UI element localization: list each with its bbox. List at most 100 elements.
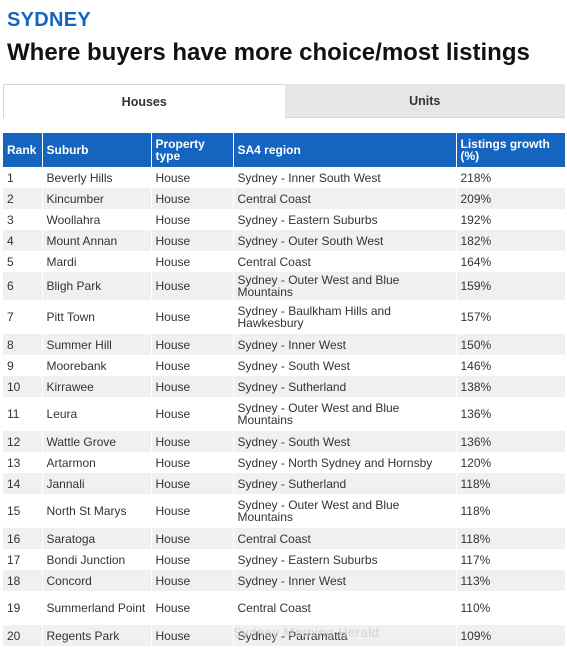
rank-cell: 8 — [3, 334, 42, 355]
sa4-region-cell: Sydney - Parramatta — [232, 625, 456, 646]
tab-units[interactable]: Units — [284, 84, 565, 118]
column-header-sa4-region[interactable]: SA4 region — [232, 133, 456, 167]
property-type-cell: House — [150, 167, 233, 188]
suburb-cell: Bligh Park — [41, 272, 151, 300]
suburb-cell: Mardi — [41, 251, 151, 272]
sa4-region-cell: Central Coast — [232, 528, 456, 549]
sa4-region-cell: Sydney - Outer South West — [232, 230, 456, 251]
property-type-cell: House — [150, 230, 233, 251]
suburb-cell: Artarmon — [41, 452, 151, 473]
rank-cell: 16 — [3, 528, 42, 549]
tab-houses[interactable]: Houses — [3, 84, 285, 118]
listings-growth-cell: 136% — [455, 431, 565, 452]
property-type-cell: House — [150, 209, 233, 230]
sa4-region-cell: Sydney - Baulkham Hills and Hawkesbury — [232, 300, 456, 334]
listings-growth-cell: 157% — [455, 300, 565, 334]
sa4-region-cell: Sydney - South West — [232, 431, 456, 452]
property-type-cell: House — [150, 397, 233, 431]
sa4-region-cell: Central Coast — [232, 188, 456, 209]
sa4-region-cell: Sydney - Eastern Suburbs — [232, 549, 456, 570]
sa4-region-cell: Central Coast — [232, 591, 456, 625]
property-type-cell: House — [150, 272, 233, 300]
sa4-region-cell: Sydney - Sutherland — [232, 376, 456, 397]
suburb-cell: Concord — [41, 570, 151, 591]
table-row: 16 Saratoga House Central Coast 118% — [3, 528, 565, 549]
rank-cell: 3 — [3, 209, 42, 230]
rank-cell: 7 — [3, 300, 42, 334]
rank-cell: 15 — [3, 494, 42, 528]
sa4-region-cell: Sydney - Sutherland — [232, 473, 456, 494]
property-type-cell: House — [150, 376, 233, 397]
table-row: 14 Jannali House Sydney - Sutherland 118% — [3, 473, 565, 494]
rank-cell: 6 — [3, 272, 42, 300]
listings-growth-cell: 164% — [455, 251, 565, 272]
rank-cell: 5 — [3, 251, 42, 272]
rank-cell: 10 — [3, 376, 42, 397]
suburb-cell: North St Marys — [41, 494, 151, 528]
listings-growth-cell: 182% — [455, 230, 565, 251]
rank-cell: 1 — [3, 167, 42, 188]
listings-growth-cell: 118% — [455, 473, 565, 494]
table-row: 8 Summer Hill House Sydney - Inner West 150% — [3, 334, 565, 355]
rank-cell: 14 — [3, 473, 42, 494]
suburb-cell: Summer Hill — [41, 334, 151, 355]
property-type-cell: House — [150, 549, 233, 570]
column-header-listings-growth[interactable]: Listings growth (%) — [455, 133, 565, 167]
listings-growth-cell: 118% — [455, 494, 565, 528]
property-type-cell: House — [150, 452, 233, 473]
rank-cell: 11 — [3, 397, 42, 431]
tab-bar: Houses Units — [3, 84, 565, 118]
column-header-rank[interactable]: Rank — [3, 133, 42, 167]
sa4-region-cell: Sydney - Inner West — [232, 334, 456, 355]
table-row: 3 Woollahra House Sydney - Eastern Suburbs 1… — [3, 209, 565, 230]
listings-growth-cell: 209% — [455, 188, 565, 209]
suburb-cell: Pitt Town — [41, 300, 151, 334]
suburb-cell: Leura — [41, 397, 151, 431]
suburb-cell: Woollahra — [41, 209, 151, 230]
suburb-cell: Wattle Grove — [41, 431, 151, 452]
suburb-cell: Saratoga — [41, 528, 151, 549]
sa4-region-cell: Sydney - Outer West and Blue Mountains — [232, 494, 456, 528]
suburb-cell: Regents Park — [41, 625, 151, 646]
table-row: 4 Mount Annan House Sydney - Outer South We… — [3, 230, 565, 251]
suburb-cell: Mount Annan — [41, 230, 151, 251]
page-title: Where buyers have more choice/most listi… — [7, 39, 530, 66]
property-type-cell: House — [150, 570, 233, 591]
table-row: 11 Leura House Sydney - Outer West and Blue… — [3, 397, 565, 431]
rank-cell: 17 — [3, 549, 42, 570]
rank-cell: 2 — [3, 188, 42, 209]
property-type-cell: House — [150, 431, 233, 452]
listings-growth-cell: 118% — [455, 528, 565, 549]
rank-cell: 19 — [3, 591, 42, 625]
table-row: 19 Summerland Point House Central Coast 110% — [3, 591, 565, 625]
property-type-cell: House — [150, 251, 233, 272]
property-type-cell: House — [150, 473, 233, 494]
table-header-row: Rank Suburb Property type SA4 region Lis… — [3, 133, 565, 167]
column-header-suburb[interactable]: Suburb — [41, 133, 151, 167]
rank-cell: 18 — [3, 570, 42, 591]
suburb-cell: Summerland Point — [41, 591, 151, 625]
property-type-cell: House — [150, 625, 233, 646]
listings-growth-cell: 113% — [455, 570, 565, 591]
listings-growth-cell: 146% — [455, 355, 565, 376]
listings-table: Rank Suburb Property type SA4 region Lis… — [3, 133, 565, 646]
table-row: 12 Wattle Grove House Sydney - South West 13… — [3, 431, 565, 452]
table-row: 17 Bondi Junction House Sydney - Eastern Su… — [3, 549, 565, 570]
rank-cell: 9 — [3, 355, 42, 376]
sa4-region-cell: Sydney - Outer West and Blue Mountains — [232, 272, 456, 300]
table-row: 5 Mardi House Central Coast 164% — [3, 251, 565, 272]
column-header-property-type[interactable]: Property type — [150, 133, 233, 167]
table-body: 1 Beverly Hills House Sydney - Inner South … — [3, 167, 565, 646]
suburb-cell: Kincumber — [41, 188, 151, 209]
suburb-cell: Moorebank — [41, 355, 151, 376]
rank-cell: 4 — [3, 230, 42, 251]
property-type-cell: House — [150, 355, 233, 376]
listings-growth-cell: 117% — [455, 549, 565, 570]
property-type-cell: House — [150, 494, 233, 528]
sa4-region-cell: Sydney - North Sydney and Hornsby — [232, 452, 456, 473]
suburb-cell: Beverly Hills — [41, 167, 151, 188]
property-type-cell: House — [150, 334, 233, 355]
sa4-region-cell: Sydney - Outer West and Blue Mountains — [232, 397, 456, 431]
suburb-cell: Jannali — [41, 473, 151, 494]
property-type-cell: House — [150, 591, 233, 625]
